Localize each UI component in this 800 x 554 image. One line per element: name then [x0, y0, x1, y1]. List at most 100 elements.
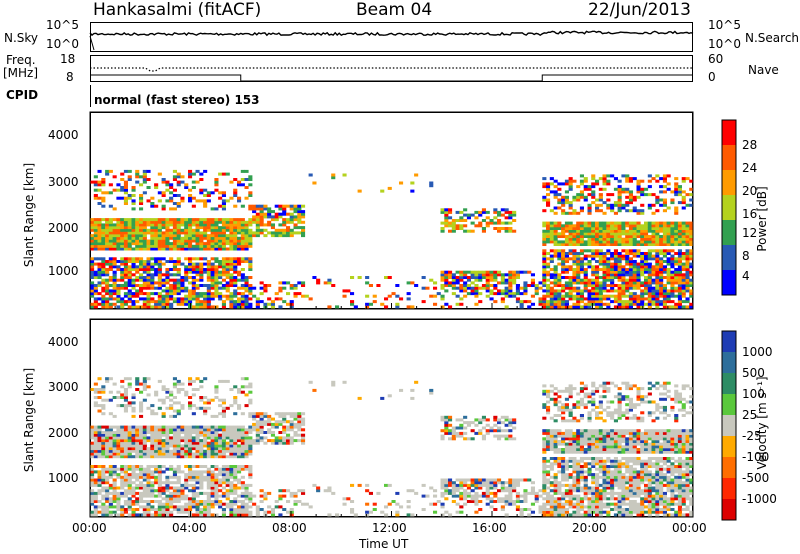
power-cell: [112, 247, 117, 251]
velocity-cell: [549, 434, 554, 438]
power-cell: [142, 276, 147, 279]
velocity-cell: [591, 440, 596, 443]
power-cell: [221, 199, 226, 203]
velocity-cell: [557, 462, 562, 466]
velocity-cell: [206, 406, 211, 410]
velocity-cell: [350, 500, 355, 503]
velocity-cell: [146, 491, 151, 495]
power-cell: [515, 286, 520, 290]
power-cell: [206, 223, 211, 227]
power-cell: [463, 281, 468, 285]
power-cell: [131, 199, 136, 203]
velocity-cell: [267, 422, 272, 426]
velocity-cell: [595, 497, 600, 501]
power-cell: [610, 229, 615, 233]
power-cell: [203, 194, 208, 197]
velocity-cell: [157, 379, 162, 383]
velocity-cell: [606, 497, 611, 501]
power-cell: [150, 218, 155, 222]
velocity-cell: [108, 470, 113, 474]
velocity-cell: [474, 478, 479, 482]
power-cell: [233, 191, 238, 195]
velocity-cell: [572, 467, 577, 471]
power-cell: [248, 268, 253, 271]
power-cell: [199, 234, 204, 238]
power-cell: [350, 292, 355, 296]
power-cell: [169, 305, 174, 309]
power-cell: [376, 284, 381, 287]
velocity-cell: [331, 380, 336, 384]
velocity-cell: [553, 502, 558, 506]
power-cell: [610, 294, 615, 298]
power-cell: [161, 305, 166, 309]
power-cell: [233, 226, 238, 230]
velocity-cbar-tick-m1000: -1000: [742, 492, 777, 506]
power-cell: [233, 239, 238, 243]
power-cell: [576, 305, 581, 309]
velocity-cell: [218, 500, 223, 503]
power-cell: [561, 229, 566, 233]
velocity-cell: [142, 377, 147, 381]
power-cell: [218, 242, 223, 246]
velocity-cell: [489, 478, 494, 482]
power-cell: [598, 195, 603, 199]
power-cell: [478, 286, 483, 290]
power-cell: [244, 294, 249, 298]
power-cell: [108, 239, 113, 243]
velocity-ytick-4000: 4000: [48, 335, 79, 349]
power-cell: [203, 292, 208, 296]
power-cell: [203, 204, 208, 208]
velocity-cell: [606, 414, 611, 417]
power-cell: [191, 239, 196, 243]
velocity-cell: [127, 500, 132, 503]
velocity-cell: [557, 395, 562, 399]
velocity-cell: [583, 491, 588, 495]
power-cell: [572, 198, 577, 202]
velocity-cell: [293, 417, 298, 421]
velocity-cell: [530, 491, 535, 495]
power-cell: [184, 278, 189, 282]
velocity-cell: [591, 437, 596, 441]
power-cell: [587, 221, 592, 225]
power-cell: [493, 270, 498, 274]
power-cbar-tick-24: 24: [742, 161, 758, 175]
velocity-cell: [229, 510, 234, 514]
power-cell: [127, 175, 132, 179]
power-cell: [101, 286, 106, 290]
velocity-cell: [184, 505, 189, 509]
power-cell: [489, 219, 494, 222]
velocity-cell: [568, 419, 573, 423]
velocity-cell: [576, 497, 581, 501]
velocity-cell: [387, 502, 392, 506]
velocity-cell: [576, 448, 581, 451]
velocity-cell: [169, 475, 174, 479]
power-cell: [188, 196, 193, 200]
velocity-cell: [440, 437, 445, 441]
velocity-cell: [613, 448, 618, 451]
power-cell: [553, 270, 558, 274]
power-cell: [259, 223, 264, 227]
velocity-cell: [255, 420, 260, 424]
power-cell: [327, 281, 332, 285]
velocity-cell: [504, 434, 509, 438]
power-cell: [244, 239, 249, 243]
power-cell: [233, 242, 238, 246]
velocity-cell: [199, 470, 204, 474]
power-cell: [534, 286, 539, 290]
velocity-cell: [587, 462, 592, 466]
velocity-cell: [154, 412, 159, 416]
velocity-cell: [493, 494, 498, 498]
velocity-cell: [199, 500, 204, 503]
velocity-cell: [101, 398, 106, 402]
power-cell: [237, 228, 242, 232]
power-cell: [116, 183, 121, 187]
velocity-cell: [493, 481, 498, 485]
power-cell: [248, 292, 253, 296]
velocity-cell: [127, 513, 132, 517]
power-cell: [150, 300, 155, 304]
power-cell: [90, 284, 95, 287]
power-cell: [598, 229, 603, 233]
power-cell: [466, 229, 471, 233]
power-cell: [90, 242, 95, 246]
power-cell: [101, 236, 106, 240]
